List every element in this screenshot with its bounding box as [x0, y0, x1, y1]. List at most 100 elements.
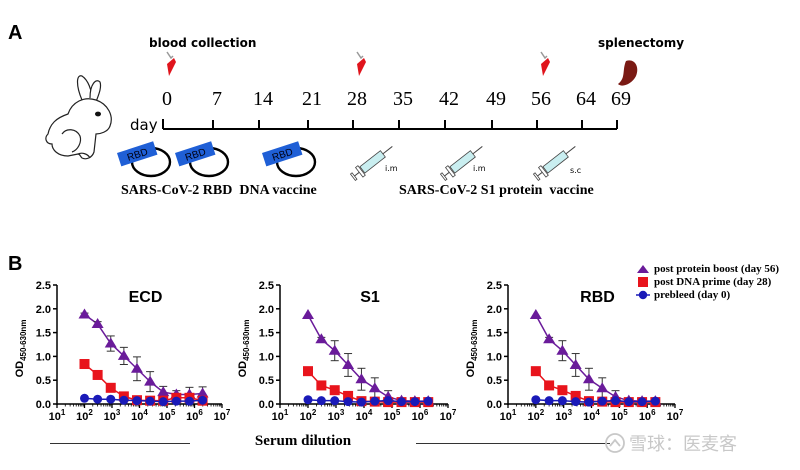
data-point-circle [184, 396, 194, 406]
x-tick-label: 103 [555, 408, 572, 423]
data-point-circle [119, 395, 129, 405]
series-line [84, 313, 203, 396]
data-point-square [79, 359, 90, 370]
y-axis-label: OD450-630nm [237, 320, 251, 378]
watermark: 雪球：医麦客 [604, 430, 737, 456]
elisa-charts: ECD 0.0 0.5 1.0 1.5 2.0 2.5 OD450-630nm 101 102 10… [14, 280, 684, 423]
injection-route-1: i.m [385, 164, 398, 173]
panel-a-label: A [8, 22, 23, 44]
data-point-square [303, 366, 313, 377]
legend-label: post DNA prime (day 28) [654, 275, 772, 288]
y-tick-label: 1.5 [36, 328, 51, 340]
y-tick-label: 1.5 [487, 328, 502, 340]
data-point-circle [557, 396, 567, 406]
data-point-triangle [596, 382, 609, 393]
y-tick-label: 0.5 [259, 375, 274, 387]
legend-item-prime: post DNA prime (day 28) [636, 275, 779, 288]
y-tick-label: 2.0 [36, 304, 51, 316]
data-point-circle [531, 395, 541, 405]
legend-label: prebleed (day 0) [654, 288, 731, 301]
y-axis-label: OD450-630nm [465, 320, 479, 378]
chart-title: RBD [580, 289, 615, 306]
data-point-circle [410, 397, 420, 407]
data-point-triangle [556, 344, 569, 355]
circle-marker-icon [636, 290, 650, 299]
series-line [535, 398, 656, 403]
data-point-circle [93, 394, 103, 404]
y-tick-label: 1.5 [259, 328, 274, 340]
data-point-triangle [368, 382, 381, 393]
y-axis-label: OD450-630nm [14, 320, 28, 378]
day-number: 14 [253, 88, 273, 110]
data-point-triangle [157, 386, 170, 397]
chart-ecd: ECD 0.0 0.5 1.0 1.5 2.0 2.5 OD450-630nm 101 102 10… [14, 280, 231, 423]
data-point-square [329, 385, 340, 396]
data-point-circle [330, 396, 340, 406]
data-point-circle [106, 394, 116, 404]
serum-dilution-label: Serum dilution [190, 433, 416, 450]
blood-tube-icon [540, 51, 550, 76]
data-point-circle [611, 396, 621, 406]
injection-route-2: i.m [473, 164, 486, 173]
data-point-circle [637, 397, 647, 407]
x-tick-label: 102 [300, 408, 317, 423]
chart-s1: S1 0.0 0.5 1.0 1.5 2.0 2.5 OD450-630nm 101 102 103… [237, 280, 457, 423]
data-point-triangle [78, 308, 91, 319]
data-point-triangle [315, 333, 328, 344]
x-tick-label: 101 [272, 408, 289, 423]
data-point-triangle [355, 373, 368, 384]
data-point-circle [584, 397, 594, 407]
data-point-circle [145, 396, 155, 406]
data-point-triangle [144, 375, 157, 386]
x-tick-label: 104 [356, 408, 373, 423]
day-number: 0 [162, 88, 172, 110]
y-tick-label: 0.0 [36, 399, 51, 411]
data-point-square [530, 366, 541, 377]
data-point-square [105, 382, 116, 393]
data-point-square [316, 380, 327, 391]
syringe-icon [349, 146, 393, 181]
y-tick-label: 2.0 [487, 304, 502, 316]
legend-item-boost: post protein boost (day 56) [636, 262, 779, 275]
data-point-circle [571, 397, 581, 407]
day-number: 28 [347, 88, 367, 110]
plasmid-tag-label: RBD [184, 147, 207, 164]
legend-label: post protein boost (day 56) [654, 262, 780, 275]
data-point-square [92, 369, 103, 380]
y-tick-label: 0.5 [36, 375, 51, 387]
data-point-circle [303, 395, 313, 405]
data-point-triangle [529, 308, 542, 319]
plasmid-icon: RBD [174, 141, 230, 178]
y-tick-label: 0.5 [487, 375, 502, 387]
y-tick-label: 0.0 [487, 399, 502, 411]
day-number: 56 [531, 88, 551, 110]
x-tick-label: 102 [76, 408, 93, 423]
day-number: 42 [439, 88, 459, 110]
data-point-circle [316, 396, 326, 406]
data-point-circle [171, 396, 181, 406]
data-point-square [570, 390, 581, 401]
panel-b-label: B [8, 253, 23, 275]
watermark-text: 雪球：医麦客 [629, 434, 737, 455]
data-point-square [557, 385, 568, 396]
spleen-icon [618, 60, 638, 86]
blood-tube-icon [166, 51, 176, 76]
day-number: 7 [212, 88, 222, 110]
data-point-triangle [117, 349, 130, 360]
data-point-circle [383, 396, 393, 406]
rabbit-eye [95, 111, 101, 117]
y-tick-label: 1.0 [259, 351, 274, 363]
data-point-circle [650, 396, 660, 406]
x-tick-label: 107 [214, 408, 231, 423]
x-tick-label: 106 [639, 408, 656, 423]
plasmid-tag [174, 141, 216, 167]
plasmid-tag [116, 141, 158, 167]
plasmid-tag-label: RBD [271, 147, 294, 164]
data-point-triangle [569, 358, 582, 369]
blood-collection-label: blood collection [149, 36, 257, 50]
x-tick-label: 107 [440, 408, 457, 423]
data-point-circle [356, 397, 366, 407]
x-tick-label: 104 [583, 408, 600, 423]
snowball-logo-icon [605, 433, 625, 453]
x-tick-label: 106 [186, 408, 203, 423]
